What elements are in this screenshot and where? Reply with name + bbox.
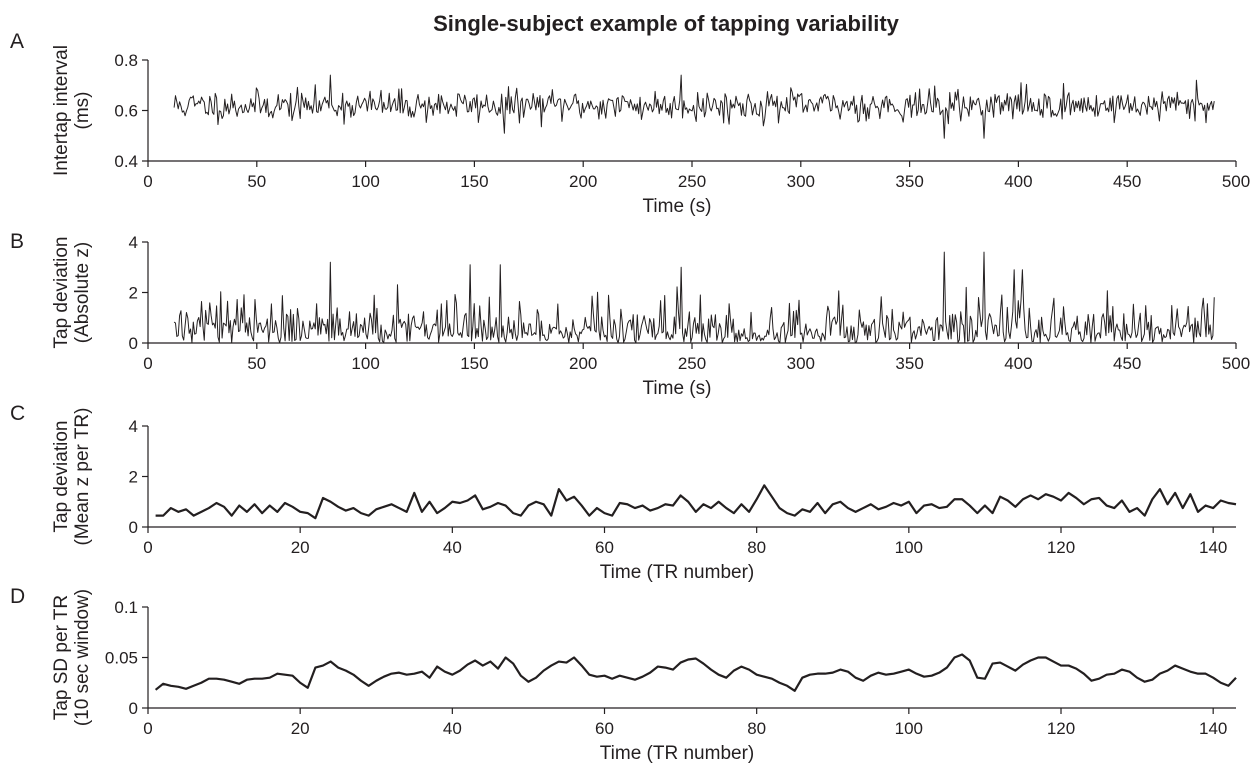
panel-b-x-tick-label: 0 (143, 354, 152, 373)
panel-a-x-tick-label: 350 (895, 172, 923, 191)
panel-c-y-tick-label: 0 (129, 518, 138, 537)
panel-b-y-axis-label: Tap deviation(Absolute z) (51, 237, 93, 349)
panel-c-x-tick-label: 120 (1047, 538, 1075, 557)
panel-a-x-tick-label: 500 (1222, 172, 1250, 191)
panel-c-x-tick-label: 40 (443, 538, 462, 557)
panel-c-y-axis-label: Tap deviation(Mean z per TR) (51, 408, 93, 546)
panel-b-x-tick-label: 300 (787, 354, 815, 373)
panel-d-x-tick-label: 40 (443, 719, 462, 738)
panel-c-x-tick-label: 100 (895, 538, 923, 557)
panel-c-x-tick-label: 20 (291, 538, 310, 557)
panel-b-y-tick-label: 4 (129, 233, 138, 252)
panel-c-letter: C (10, 402, 25, 425)
panel-d-x-tick-label: 100 (895, 719, 923, 738)
panel-a-x-tick-label: 50 (247, 172, 266, 191)
panel-b-x-tick-label: 50 (247, 354, 266, 373)
panel-c-x-tick-label: 60 (595, 538, 614, 557)
panel-d-letter: D (10, 585, 25, 608)
panel-a-x-axis-label: Time (s) (643, 196, 712, 217)
panel-b-x-tick-label: 100 (351, 354, 379, 373)
panel-b-x-tick-label: 450 (1113, 354, 1141, 373)
panel-d-y-axis-label: Tap SD per TR(10 sec window) (51, 589, 93, 726)
panel-a-y-tick-label: 0.8 (114, 51, 138, 70)
panel-d-x-tick-label: 20 (291, 719, 310, 738)
panel-a: A 0 50 100 150 200 250 300 350 400 450 500 0.4 0.6 0.8… (10, 30, 1250, 217)
panel-b-x-tick-label: 250 (678, 354, 706, 373)
panel-c: C 0 20 40 60 80 100 120 140 0 2 4 Time (TR number) Ta… (10, 402, 1237, 583)
panel-b-y-tick-label: 0 (129, 334, 138, 353)
panel-a-letter: A (10, 30, 24, 53)
panel-a-x-tick-label: 450 (1113, 172, 1141, 191)
panel-a-x-tick-label: 250 (678, 172, 706, 191)
panel-a-x-tick-label: 400 (1004, 172, 1032, 191)
figure-title: Single-subject example of tapping variab… (433, 11, 900, 36)
panel-a-x-tick-label: 200 (569, 172, 597, 191)
panel-d-y-tick-label: 0.1 (114, 598, 138, 617)
panel-c-x-tick-label: 80 (747, 538, 766, 557)
panel-c-x-axis-label: Time (TR number) (600, 562, 754, 583)
panel-a-x-tick-label: 150 (460, 172, 488, 191)
panel-c-x-tick-label: 140 (1199, 538, 1227, 557)
panels: A0 50 100 150 200 250 300 350 400 450 5000.40.60.8… (10, 30, 1250, 764)
panel-c-y-tick-label: 4 (129, 417, 138, 436)
panel-a-y-tick-label: 0.6 (114, 102, 138, 121)
panel-a-series-line (173, 74, 1215, 139)
panel-a-x-tick-label: 100 (351, 172, 379, 191)
panel-b-series-line (173, 251, 1215, 344)
panel-d-y-tick-label: 0.05 (105, 649, 138, 668)
panel-b-letter: B (10, 230, 24, 253)
panel-d-series-line (154, 653, 1237, 692)
panel-b-x-tick-label: 150 (460, 354, 488, 373)
panel-b-y-tick-label: 2 (129, 284, 138, 303)
panel-b-x-tick-label: 500 (1222, 354, 1250, 373)
panel-d-x-tick-label: 140 (1199, 719, 1227, 738)
panel-d-x-tick-label: 60 (595, 719, 614, 738)
panel-a-y-axis-label: Intertap interval(ms) (51, 45, 93, 176)
panel-c-series-line (155, 484, 1237, 520)
panel-a-x-tick-label: 0 (143, 172, 152, 191)
panel-d-x-tick-label: 120 (1047, 719, 1075, 738)
panel-d-x-tick-label: 0 (143, 719, 152, 738)
panel-c-x-tick-label: 0 (143, 538, 152, 557)
panel-b-x-tick-label: 350 (895, 354, 923, 373)
panel-b-x-tick-label: 400 (1004, 354, 1032, 373)
panel-d-x-axis-label: Time (TR number) (600, 743, 754, 764)
panel-d-x-tick-label: 80 (747, 719, 766, 738)
panel-b: B 0 50 100 150 200 250 300 350 400 450 500 0 2 4 Time (… (10, 230, 1250, 399)
panel-c-y-tick-label: 2 (129, 468, 138, 487)
panel-a-x-tick-label: 300 (787, 172, 815, 191)
panel-b-x-tick-label: 200 (569, 354, 597, 373)
panel-d: D 0 20 40 60 80 100 120 140 0 0.05 0.1 Time (TR numb… (10, 585, 1237, 764)
panel-d-y-tick-label: 0 (129, 699, 138, 718)
panel-b-x-axis-label: Time (s) (643, 378, 712, 399)
panel-a-y-tick-label: 0.4 (114, 152, 138, 171)
